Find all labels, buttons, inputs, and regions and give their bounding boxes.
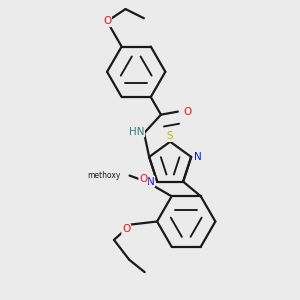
Text: O: O	[122, 224, 130, 234]
Text: HN: HN	[129, 127, 144, 136]
Text: methoxy: methoxy	[87, 171, 120, 180]
Text: O: O	[183, 106, 191, 117]
Text: O: O	[103, 16, 111, 26]
Text: O: O	[139, 174, 148, 184]
Text: S: S	[167, 131, 173, 141]
Text: N: N	[147, 177, 154, 187]
Text: N: N	[194, 152, 202, 162]
